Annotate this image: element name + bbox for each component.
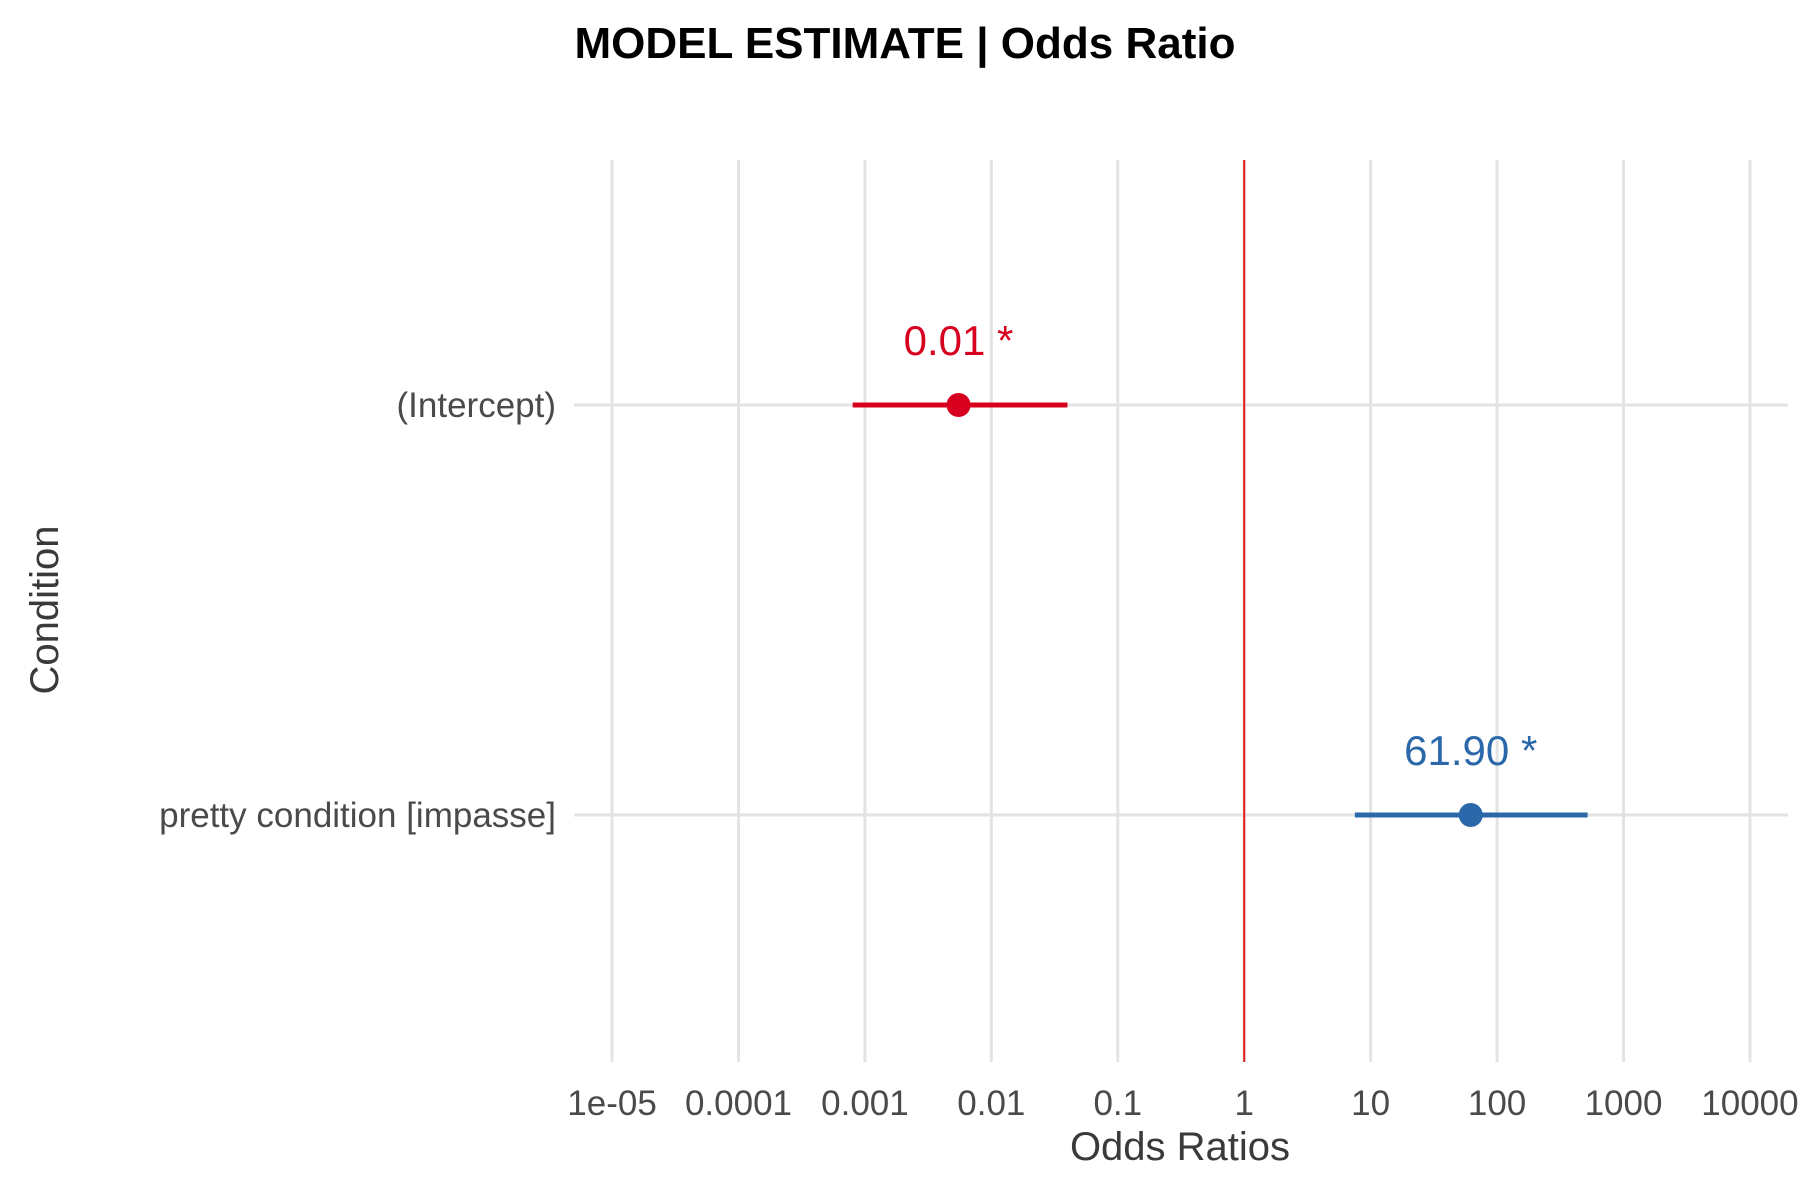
x-tick-label: 10000 (1701, 1084, 1798, 1123)
y-tick-label: pretty condition [impasse] (159, 796, 556, 835)
y-tick-labels: (Intercept) pretty condition [impasse] (159, 386, 556, 835)
x-tick-label: 0.001 (821, 1084, 909, 1123)
x-tick-label: 1000 (1585, 1084, 1663, 1123)
x-tick-label: 0.01 (957, 1084, 1025, 1123)
y-axis-title: Condition (23, 525, 67, 694)
x-tick-label: 10 (1351, 1084, 1390, 1123)
x-tick-label: 0.0001 (685, 1084, 792, 1123)
horizontal-gridlines (574, 403, 1788, 817)
estimates: 0.01 * 61.90 * (852, 317, 1588, 827)
y-tick-label: (Intercept) (397, 386, 557, 425)
x-tick-label: 0.1 (1093, 1084, 1142, 1123)
x-axis-title: Odds Ratios (1070, 1125, 1290, 1169)
estimate-label: 61.90 * (1404, 727, 1537, 774)
estimate-label: 0.01 * (904, 317, 1014, 364)
x-tick-label: 100 (1468, 1084, 1526, 1123)
x-tick-labels: 1e-05 0.0001 0.001 0.01 0.1 1 10 100 1000 10000 (567, 1084, 1798, 1123)
chart-title: MODEL ESTIMATE | Odds Ratio (575, 19, 1236, 69)
estimate-point (946, 393, 971, 417)
vertical-gridlines (610, 160, 1752, 1062)
x-tick-label: 1 (1234, 1084, 1253, 1123)
x-tick-label: 1e-05 (567, 1084, 657, 1123)
estimate-point (1458, 803, 1483, 827)
